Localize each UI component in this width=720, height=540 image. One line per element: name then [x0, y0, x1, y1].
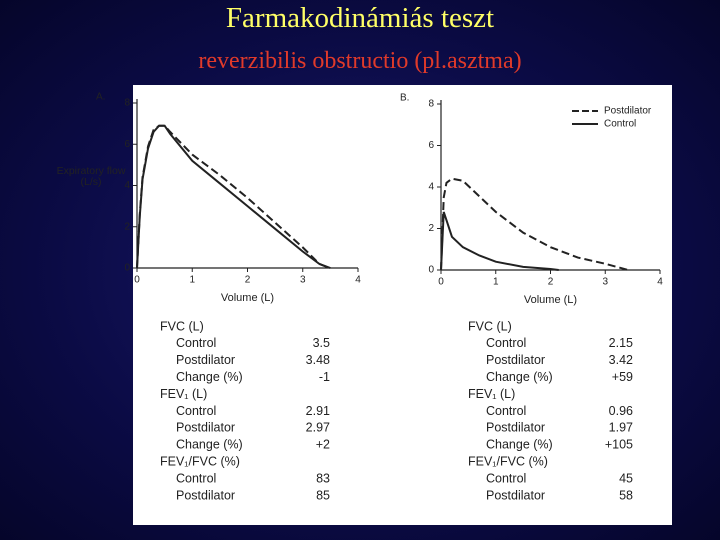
table-row-label: Control: [176, 404, 216, 418]
y-tick-label: 6: [428, 140, 434, 151]
y-tick-label: 8: [124, 98, 130, 109]
table-value: +2: [316, 438, 330, 452]
y-tick-label: 6: [124, 139, 130, 150]
table-row-label: FVC (L): [468, 319, 512, 333]
table-row-label: Postdilator: [176, 488, 235, 502]
legend-label: Postdilator: [604, 106, 652, 117]
table-value: 85: [316, 488, 330, 502]
table-value: +105: [605, 438, 633, 452]
table-row-label: Control: [486, 471, 526, 485]
table-row-label: FEV₁ (L): [160, 387, 207, 401]
x-tick-label: 1: [189, 275, 195, 286]
y-tick-label: 2: [428, 223, 434, 234]
x-axis-label: Volume (L): [524, 294, 577, 306]
panel-label: B.: [400, 93, 409, 104]
table-row-label: Change (%): [176, 438, 243, 452]
y-tick-label: 0: [428, 265, 434, 276]
table-value: 2.91: [306, 404, 330, 418]
x-axis-label: Volume (L): [221, 292, 274, 304]
flow-volume-curve: [440, 211, 559, 271]
table-row-label: Control: [176, 471, 216, 485]
x-tick-label: 0: [134, 275, 140, 286]
table-value: 2.15: [609, 336, 633, 350]
figure-panel: [133, 85, 672, 525]
table-row-label: Change (%): [176, 370, 243, 384]
table-value: 58: [619, 488, 633, 502]
legend-label: Control: [604, 119, 636, 130]
table-row-label: FEV₁/FVC (%): [160, 454, 240, 468]
table-value: 3.48: [306, 353, 330, 367]
table-row-label: FEV₁ (L): [468, 387, 515, 401]
table-row-label: Control: [176, 336, 216, 350]
x-tick-label: 0: [438, 277, 444, 288]
table-row-label: Control: [486, 404, 526, 418]
y-axis-label: Expiratory flow (L/s): [56, 165, 126, 188]
table-row-label: Change (%): [486, 370, 553, 384]
table-value: 3.5: [313, 336, 330, 350]
table-value: 0.96: [609, 404, 633, 418]
table-row-label: Postdilator: [176, 353, 235, 367]
x-tick-label: 4: [355, 275, 361, 286]
table-row-label: Control: [486, 336, 526, 350]
table-row-label: Postdilator: [176, 421, 235, 435]
x-tick-label: 3: [602, 277, 608, 288]
y-tick-label: 2: [124, 221, 130, 232]
table-row-label: Postdilator: [486, 353, 545, 367]
table-row-label: FVC (L): [160, 319, 204, 333]
table-value: +59: [612, 370, 633, 384]
table-row-label: Change (%): [486, 438, 553, 452]
flow-volume-curve: [440, 177, 629, 271]
table-value: 3.42: [609, 353, 633, 367]
y-tick-label: 0: [124, 263, 130, 274]
x-tick-label: 2: [548, 277, 554, 288]
x-tick-label: 1: [493, 277, 499, 288]
table-row-label: FEV₁/FVC (%): [468, 454, 548, 468]
table-row-label: Postdilator: [486, 488, 545, 502]
table-value: 2.97: [306, 421, 330, 435]
y-tick-label: 8: [428, 99, 434, 110]
y-tick-label: 4: [428, 182, 434, 193]
flow-volume-curve: [136, 124, 330, 269]
table-value: 83: [316, 471, 330, 485]
table-value: -1: [319, 370, 330, 384]
y-tick-label: 4: [124, 180, 130, 191]
x-tick-label: 2: [245, 275, 251, 286]
slide-subtitle: reverzibilis obstructio (pl.asztma): [198, 48, 522, 74]
table-row-label: Postdilator: [486, 421, 545, 435]
panel-label: A.: [96, 92, 105, 103]
table-value: 1.97: [609, 421, 633, 435]
table-value: 45: [619, 471, 633, 485]
slide-title: Farmakodinámiás teszt: [225, 2, 495, 34]
x-tick-label: 4: [657, 277, 663, 288]
x-tick-label: 3: [300, 275, 306, 286]
